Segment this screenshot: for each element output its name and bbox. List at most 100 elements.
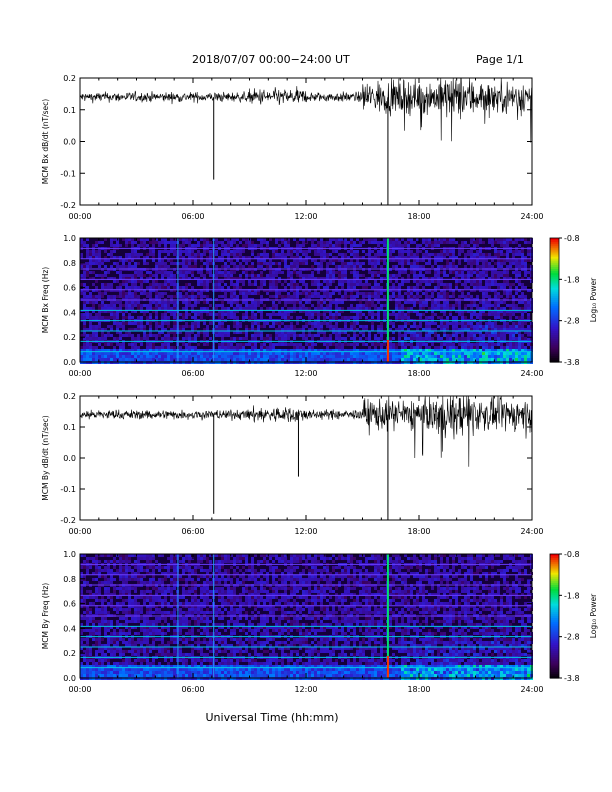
spectrogram-cell xyxy=(98,310,101,313)
spectrogram-cell xyxy=(293,286,296,289)
spectrogram-cell xyxy=(449,253,452,256)
spectrogram-cell xyxy=(422,304,425,307)
spectrogram-cell xyxy=(227,250,230,253)
spectrogram-cell xyxy=(326,256,329,259)
spectrogram-cell xyxy=(251,316,254,319)
spectrogram-cell xyxy=(185,310,188,313)
spectrogram-cell xyxy=(203,328,206,331)
spectrogram-cell xyxy=(182,274,185,277)
spectrogram-cell xyxy=(164,307,167,310)
spectrogram-cell xyxy=(191,250,194,253)
spectrogram-cell xyxy=(101,334,104,337)
spectrogram-cell xyxy=(476,241,479,244)
spectrogram-cell xyxy=(317,313,320,316)
spectrogram-cell xyxy=(467,259,470,262)
spectrogram-cell xyxy=(167,253,170,256)
spectrogram-cell xyxy=(182,250,185,253)
panel-bx-derivative: 00:00 06:00 12:00 18:00 24:000.20.10.0-0.1-0… xyxy=(41,74,544,221)
spectrogram-cell xyxy=(485,322,488,325)
spectrogram-cell xyxy=(116,310,119,313)
spectrogram-cell xyxy=(506,277,509,280)
spectrogram-cell xyxy=(350,259,353,262)
spectrogram-cell xyxy=(395,277,398,280)
spectrogram-cell xyxy=(461,325,464,328)
spectrogram-cell xyxy=(215,274,218,277)
spectrogram-cell xyxy=(158,286,161,289)
spectrogram-cell xyxy=(185,313,188,316)
spectrogram-cell xyxy=(230,271,233,274)
spectrogram-cell xyxy=(482,301,485,304)
spectrogram-cell xyxy=(137,298,140,301)
colorbar-segment xyxy=(550,295,559,299)
spectrogram-cell xyxy=(311,238,314,241)
spectrogram-cell xyxy=(404,307,407,310)
spectrogram-cell xyxy=(236,250,239,253)
spectrogram-cell xyxy=(230,358,233,361)
spectrogram-cell xyxy=(410,292,413,295)
spectrogram-cell xyxy=(470,331,473,334)
spectrogram-cell xyxy=(236,328,239,331)
spectrogram-cell xyxy=(515,241,518,244)
spectrogram-cell xyxy=(197,554,200,557)
spectrogram-cell xyxy=(224,346,227,349)
spectrogram-cell xyxy=(101,304,104,307)
spectrogram-cell xyxy=(221,304,224,307)
spectrogram-cell xyxy=(272,289,275,292)
spectrogram-cell xyxy=(89,337,92,340)
spectrogram-cell xyxy=(443,253,446,256)
spectrogram-cell xyxy=(275,286,278,289)
spectrogram-cell xyxy=(143,325,146,328)
spectrogram-cell xyxy=(323,295,326,298)
spectrogram-cell xyxy=(335,331,338,334)
spectrogram-cell xyxy=(320,349,323,352)
spectrogram-cell xyxy=(359,313,362,316)
spectrogram-cell xyxy=(128,238,131,241)
spectrogram-cell xyxy=(218,352,221,355)
spectrogram-cell xyxy=(524,358,527,361)
spectrogram-cell xyxy=(473,355,476,358)
panel-bx-spectrogram: 00:00 06:00 12:00 18:00 24:001.00.80.60.40.2… xyxy=(41,234,544,378)
spectrogram-cell xyxy=(188,358,191,361)
spectrogram-cell xyxy=(491,310,494,313)
spectrogram-cell xyxy=(419,250,422,253)
spectrogram-cell xyxy=(170,307,173,310)
spectrogram-cell xyxy=(188,349,191,352)
spectrogram-cell xyxy=(434,349,437,352)
spectrogram-cell xyxy=(287,331,290,334)
spectrogram-cell xyxy=(509,289,512,292)
y-axis-label: MCM By dB/dt (nT/sec) xyxy=(41,415,50,500)
spectrogram-cell xyxy=(332,250,335,253)
spectrogram-cell xyxy=(491,277,494,280)
spectrogram-cell xyxy=(143,328,146,331)
spectrogram-cell xyxy=(278,328,281,331)
spectrogram-cell xyxy=(146,310,149,313)
spectrogram-cell xyxy=(179,295,182,298)
spectrogram-cell xyxy=(260,337,263,340)
spectrogram-cell xyxy=(134,346,137,349)
spectrogram-cell xyxy=(209,274,212,277)
spectrogram-cell xyxy=(407,310,410,313)
spectrogram-cell xyxy=(503,346,506,349)
spectrogram-cell xyxy=(128,265,131,268)
spectrogram-cell xyxy=(335,334,338,337)
spectrogram-cell xyxy=(506,238,509,241)
spectrogram-cell xyxy=(293,554,296,557)
spectrogram-cell xyxy=(521,283,524,286)
spectrogram-cell xyxy=(461,346,464,349)
spectrogram-cell xyxy=(158,241,161,244)
spectrogram-cell xyxy=(185,292,188,295)
spectrogram-cell xyxy=(344,355,347,358)
spectrogram-cell xyxy=(308,352,311,355)
spectrogram-cell xyxy=(248,316,251,319)
spectrogram-cell xyxy=(167,343,170,346)
spectrogram-cell xyxy=(80,277,83,280)
spectrogram-cell xyxy=(368,283,371,286)
spectrogram-cell xyxy=(467,334,470,337)
spectrogram-cell xyxy=(416,289,419,292)
spectrogram-cell xyxy=(182,358,185,361)
spectrogram-cell xyxy=(455,265,458,268)
spectrogram-cell xyxy=(416,265,419,268)
spectrogram-cell xyxy=(269,283,272,286)
spectrogram-cell xyxy=(281,554,284,557)
spectrogram-cell xyxy=(251,253,254,256)
